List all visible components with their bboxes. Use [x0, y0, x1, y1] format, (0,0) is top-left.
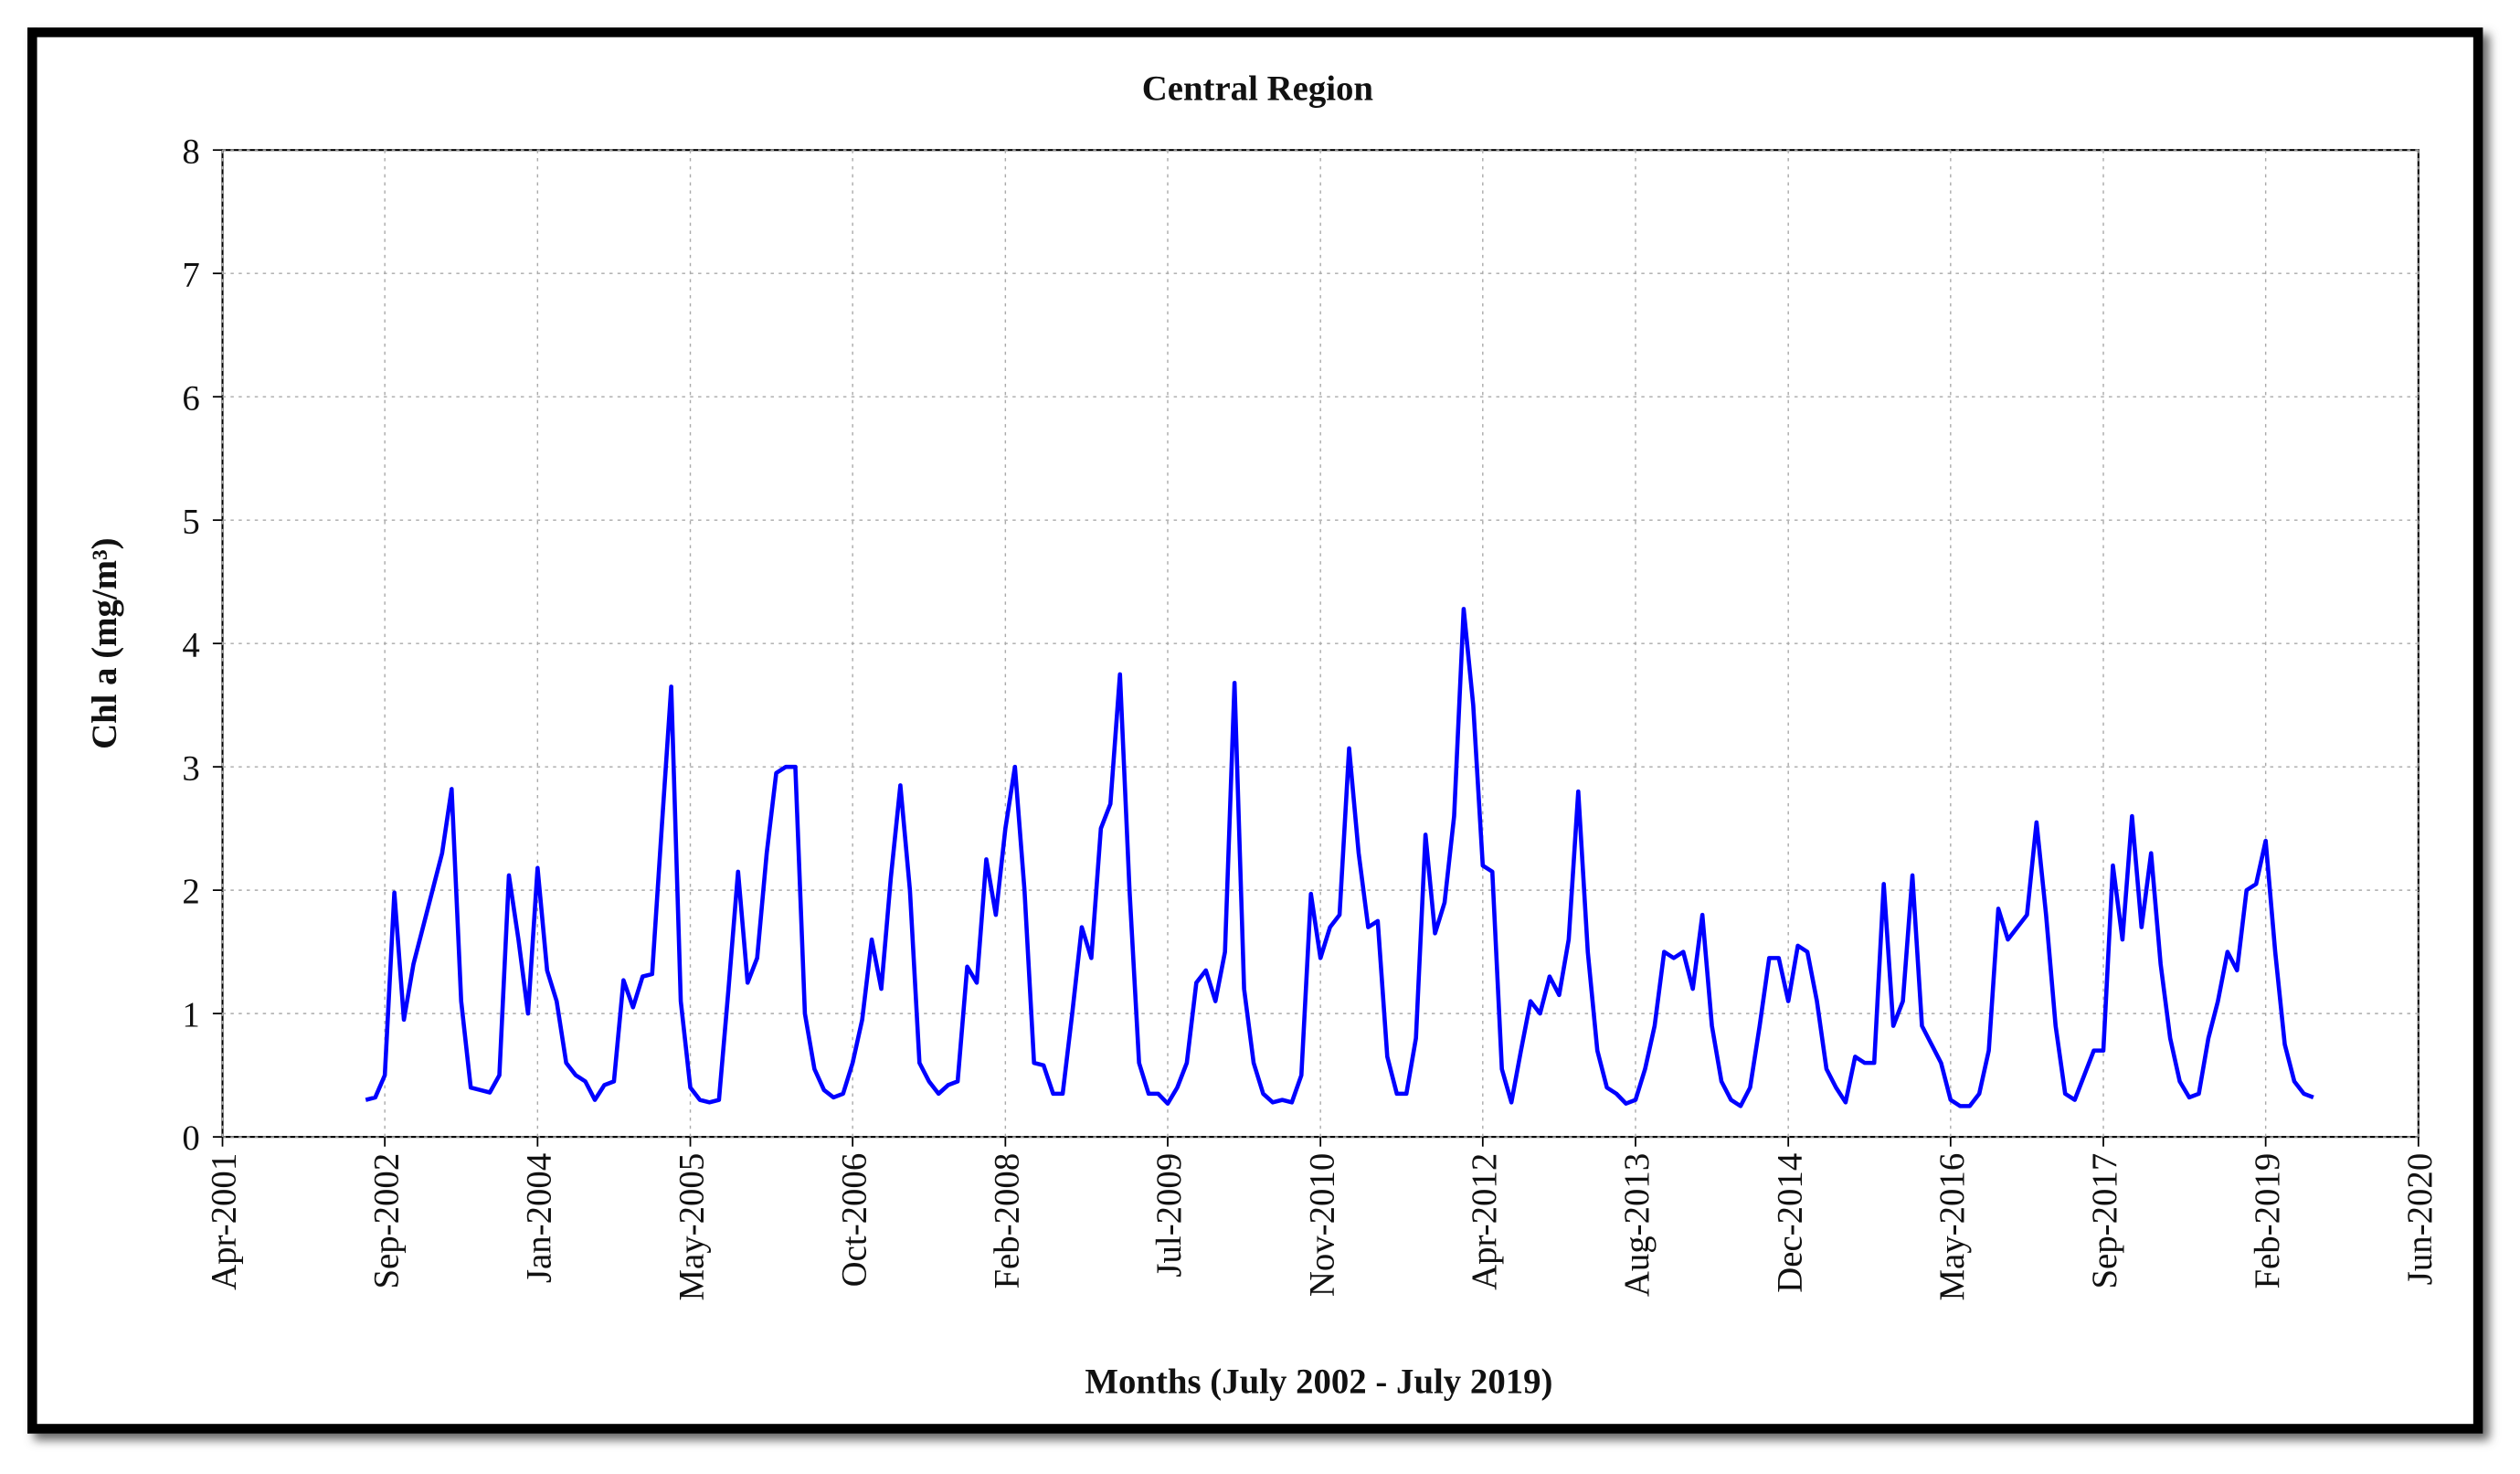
y-tick-label: 7	[182, 255, 199, 294]
y-tick-label: 4	[182, 625, 199, 664]
y-tick-label: 1	[182, 995, 199, 1034]
x-axis-label: Months (July 2002 - July 2019)	[1085, 1363, 1552, 1402]
x-tick-label: May-2005	[672, 1153, 712, 1301]
y-axis-label: Chl a (mg/m³)	[85, 537, 124, 749]
x-tick-label: Jan-2004	[519, 1153, 558, 1283]
y-tick-label: 0	[182, 1119, 199, 1158]
y-tick-label: 3	[182, 748, 199, 788]
y-tick-label: 6	[182, 378, 199, 418]
y-tick-label: 8	[182, 132, 199, 171]
x-tick-label: Aug-2013	[1617, 1153, 1657, 1297]
grid	[212, 149, 2419, 1147]
y-tick-label: 5	[182, 502, 199, 541]
marks	[365, 607, 2314, 1108]
x-tick-label: Jun-2020	[2400, 1153, 2440, 1285]
x-tick-label: Feb-2008	[987, 1153, 1026, 1289]
x-tick-label: Apr-2012	[1465, 1153, 1504, 1290]
x-tick-label: Sep-2017	[2085, 1153, 2124, 1289]
x-tick-label: Dec-2014	[1770, 1153, 1809, 1293]
chart-title: Central Region	[1142, 69, 1373, 109]
data-line	[365, 607, 2314, 1108]
x-tick-label: Jul-2009	[1149, 1153, 1189, 1278]
x-tick-label: Apr-2001	[205, 1153, 244, 1290]
x-tick-label: Oct-2006	[834, 1153, 874, 1288]
y-tick-label: 2	[182, 872, 199, 911]
x-tick-label: Nov-2010	[1302, 1153, 1341, 1297]
x-tick-label: May-2016	[1932, 1153, 1972, 1301]
tick-labels: 0 1 2 3 4 5 6 7 8 Apr-2001 Sep-2002 Jan-2004 May-200…	[182, 132, 2440, 1300]
x-tick-label: Sep-2002	[366, 1153, 406, 1289]
x-tick-label: Feb-2019	[2248, 1153, 2287, 1289]
